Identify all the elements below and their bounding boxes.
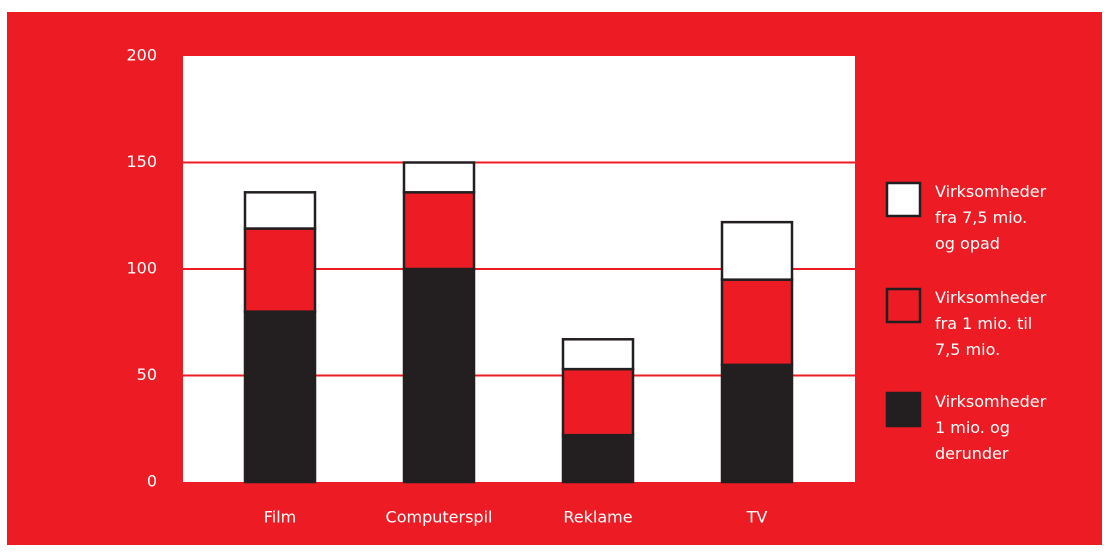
x-tick-label: Computerspil: [386, 508, 493, 527]
y-tick-label: 200: [126, 46, 157, 65]
bar-segment: [402, 191, 476, 271]
x-tick-label: TV: [746, 508, 768, 527]
bar-segment: [402, 267, 476, 484]
legend-swatch: [885, 287, 922, 324]
legend-swatch: [885, 181, 922, 218]
legend-swatch: [885, 391, 922, 428]
bar-segment: [561, 367, 635, 437]
bar-segment: [561, 433, 635, 484]
y-tick-label: 0: [147, 472, 157, 491]
legend-label: Virksomheder fra 1 mio. til 7,5 mio.: [935, 288, 1047, 359]
x-tick-label: Film: [264, 508, 297, 527]
bar-segment: [243, 227, 317, 313]
x-tick-label: Reklame: [563, 508, 632, 527]
legend-label: Virksomheder fra 7,5 mio. og opad: [935, 182, 1047, 253]
bar-segment: [720, 220, 794, 281]
bar-segment: [243, 191, 317, 230]
bar-segment: [720, 278, 794, 367]
bar-segment: [243, 310, 317, 484]
bar-segment: [720, 363, 794, 484]
y-tick-label: 150: [126, 152, 157, 171]
bar-segment: [561, 338, 635, 371]
bar-segment: [402, 161, 476, 194]
legend-label: Virksomheder 1 mio. og derunder: [935, 392, 1047, 463]
y-tick-label: 100: [126, 259, 157, 278]
y-tick-label: 50: [137, 365, 157, 384]
